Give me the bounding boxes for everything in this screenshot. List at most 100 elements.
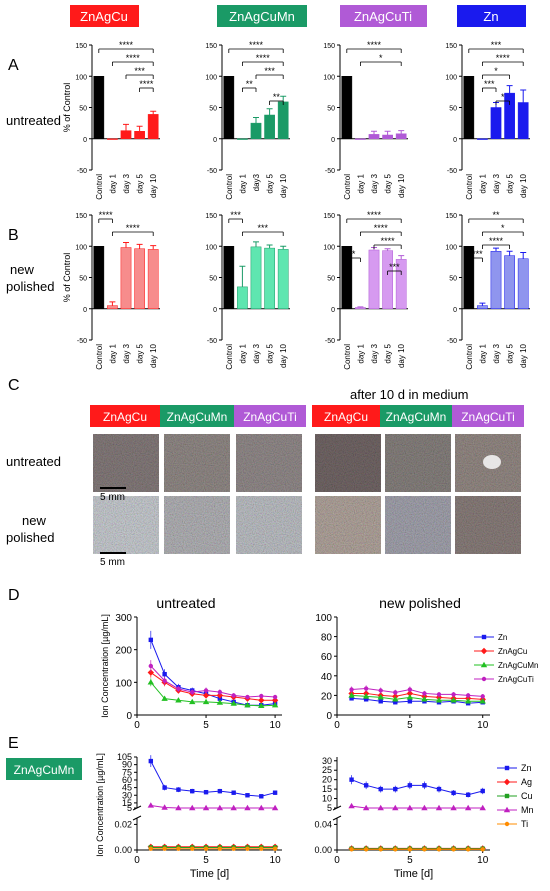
- data-point: [407, 783, 413, 788]
- y-tick-label: 100: [205, 244, 217, 251]
- data-point: [480, 694, 485, 699]
- data-point: [230, 700, 237, 706]
- data-point: [406, 694, 414, 700]
- bar: [355, 307, 366, 309]
- data-point: [148, 758, 154, 764]
- data-point: [504, 765, 510, 771]
- c-row-label-new: new: [22, 513, 46, 528]
- legend-label: Cu: [521, 791, 533, 801]
- significance-label: ****: [374, 223, 389, 233]
- bar: [490, 107, 502, 139]
- significance-label: ***: [230, 210, 241, 220]
- legend-label: Mn: [521, 805, 534, 815]
- data-point: [407, 847, 413, 852]
- y-tick-label: 0: [213, 307, 217, 314]
- data-point: [479, 804, 486, 811]
- data-point: [216, 692, 224, 699]
- data-point: [231, 790, 236, 795]
- significance-label: ****: [381, 236, 396, 246]
- significance-label: ****: [126, 223, 141, 233]
- x-tick-label: day 5: [266, 173, 275, 193]
- data-point: [162, 678, 167, 683]
- data-point: [148, 663, 154, 669]
- x-tick-label: day 5: [384, 173, 393, 193]
- panel-letter-d: D: [8, 587, 20, 604]
- sample-photo: [93, 496, 159, 554]
- data-point: [258, 702, 265, 709]
- data-point: [480, 661, 488, 668]
- header-label-znagcuti: ZnAgCuTi: [354, 9, 412, 24]
- y-tick-label: 0: [213, 137, 217, 144]
- data-point: [392, 696, 399, 702]
- data-point: [436, 786, 442, 792]
- significance-label: ***: [264, 66, 275, 76]
- data-point: [378, 786, 383, 792]
- data-point: [479, 698, 486, 704]
- y-axis-label: Ion Concentration [µg/mL]: [95, 753, 105, 857]
- legend-label: Ti: [521, 819, 528, 829]
- bar: [355, 138, 366, 140]
- y-tick-label: 100: [75, 244, 87, 251]
- data-point: [176, 686, 181, 692]
- line-chart-d-new-polished: 100 80 60 40 20 00 5 10: [315, 613, 490, 731]
- x-tick-label: day 10: [397, 343, 406, 368]
- bar: [477, 305, 488, 309]
- x-tick-label: Control: [465, 344, 474, 370]
- bar: [134, 131, 145, 139]
- data-point: [407, 699, 413, 704]
- x-tick-label: 5: [203, 720, 209, 731]
- y-tick-label: -50: [207, 338, 217, 345]
- data-point: [465, 792, 471, 797]
- sample-photo: [385, 496, 451, 554]
- bar: [382, 250, 393, 309]
- c-row-label-polished: polished: [6, 530, 54, 545]
- data-point: [203, 846, 209, 851]
- data-point: [377, 694, 384, 700]
- y-tick-label: 150: [205, 43, 217, 50]
- y-tick-label: 0.00: [114, 845, 132, 855]
- x-tick-label: day 5: [266, 343, 275, 363]
- c-header-right: after 10 d in medium: [350, 387, 469, 402]
- c-label-right-znagcuti-box: [452, 405, 524, 427]
- c-labels-left: ZnAgCu ZnAgCuMn ZnAgCuTi: [90, 405, 306, 427]
- data-point: [245, 694, 250, 700]
- data-point: [377, 804, 384, 811]
- data-point: [393, 847, 398, 852]
- header-labels: ZnAgCu ZnAgCuMn ZnAgCuTi Zn: [70, 5, 526, 27]
- y-tick-label: 0: [331, 307, 335, 314]
- x-tick-label: day 10: [397, 173, 406, 198]
- series-line: [150, 682, 276, 707]
- y-tick-label: 60: [122, 775, 132, 785]
- y-tick-label: 0: [126, 711, 132, 722]
- header-label-znagcumn: ZnAgCuMn: [229, 9, 295, 24]
- y-tick-label: -50: [447, 168, 457, 175]
- data-point: [272, 790, 278, 795]
- data-point: [378, 847, 383, 852]
- bar: [120, 130, 132, 139]
- bar-chart-a-znagcu: 150 100 50 0 -50 % of Control Control day 1 day …: [62, 40, 160, 200]
- bar: [264, 247, 275, 309]
- x-tick-label: Control: [343, 174, 352, 200]
- x-tick-label: 5: [203, 855, 209, 866]
- bar: [277, 101, 289, 139]
- y-tick-label: 0.00: [314, 845, 332, 855]
- x-tick-label: day 5: [136, 173, 145, 193]
- data-point: [190, 689, 195, 695]
- c-label-left-znagcuti: ZnAgCuTi: [243, 410, 297, 424]
- y-tick-label: 100: [115, 678, 132, 689]
- y-tick-label: 75: [122, 767, 132, 777]
- bar: [504, 92, 515, 139]
- y-tick-label: 300: [115, 613, 132, 624]
- legend-label: ZnAgCuMn: [498, 661, 538, 670]
- x-tick-label: day 1: [108, 343, 117, 363]
- c-label-right-znagcuti: ZnAgCuTi: [461, 410, 515, 424]
- x-tick-label: day3: [252, 173, 261, 191]
- x-tick-label: day 3: [252, 343, 261, 363]
- x-tick-label: day 5: [384, 343, 393, 363]
- bar: [463, 76, 475, 139]
- header-label-zn-box: [457, 5, 526, 27]
- x-tick-label: day 10: [279, 343, 288, 368]
- y-tick-label: 100: [323, 74, 335, 81]
- panel-letter-e: E: [8, 735, 19, 752]
